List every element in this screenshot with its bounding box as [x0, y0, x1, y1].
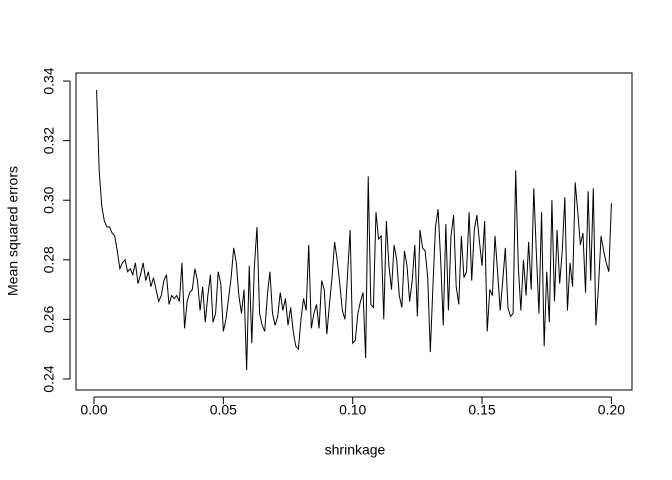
data-line — [96, 89, 612, 371]
x-tick-label: 0.10 — [339, 402, 366, 418]
y-tick-label: 0.30 — [41, 186, 57, 213]
y-tick-label: 0.26 — [41, 306, 57, 333]
x-tick-label: 0.00 — [80, 402, 107, 418]
x-tick-label: 0.20 — [598, 402, 625, 418]
x-axis-label: shrinkage — [325, 442, 386, 458]
y-axis-label: Mean squared errors — [5, 166, 21, 296]
y-tick-label: 0.34 — [41, 67, 57, 94]
x-tick-label: 0.15 — [468, 402, 495, 418]
x-tick-label: 0.05 — [210, 402, 237, 418]
y-tick-label: 0.32 — [41, 127, 57, 154]
plot-box — [75, 72, 633, 391]
y-tick-label: 0.28 — [41, 246, 57, 273]
y-tick-label: 0.24 — [41, 365, 57, 392]
